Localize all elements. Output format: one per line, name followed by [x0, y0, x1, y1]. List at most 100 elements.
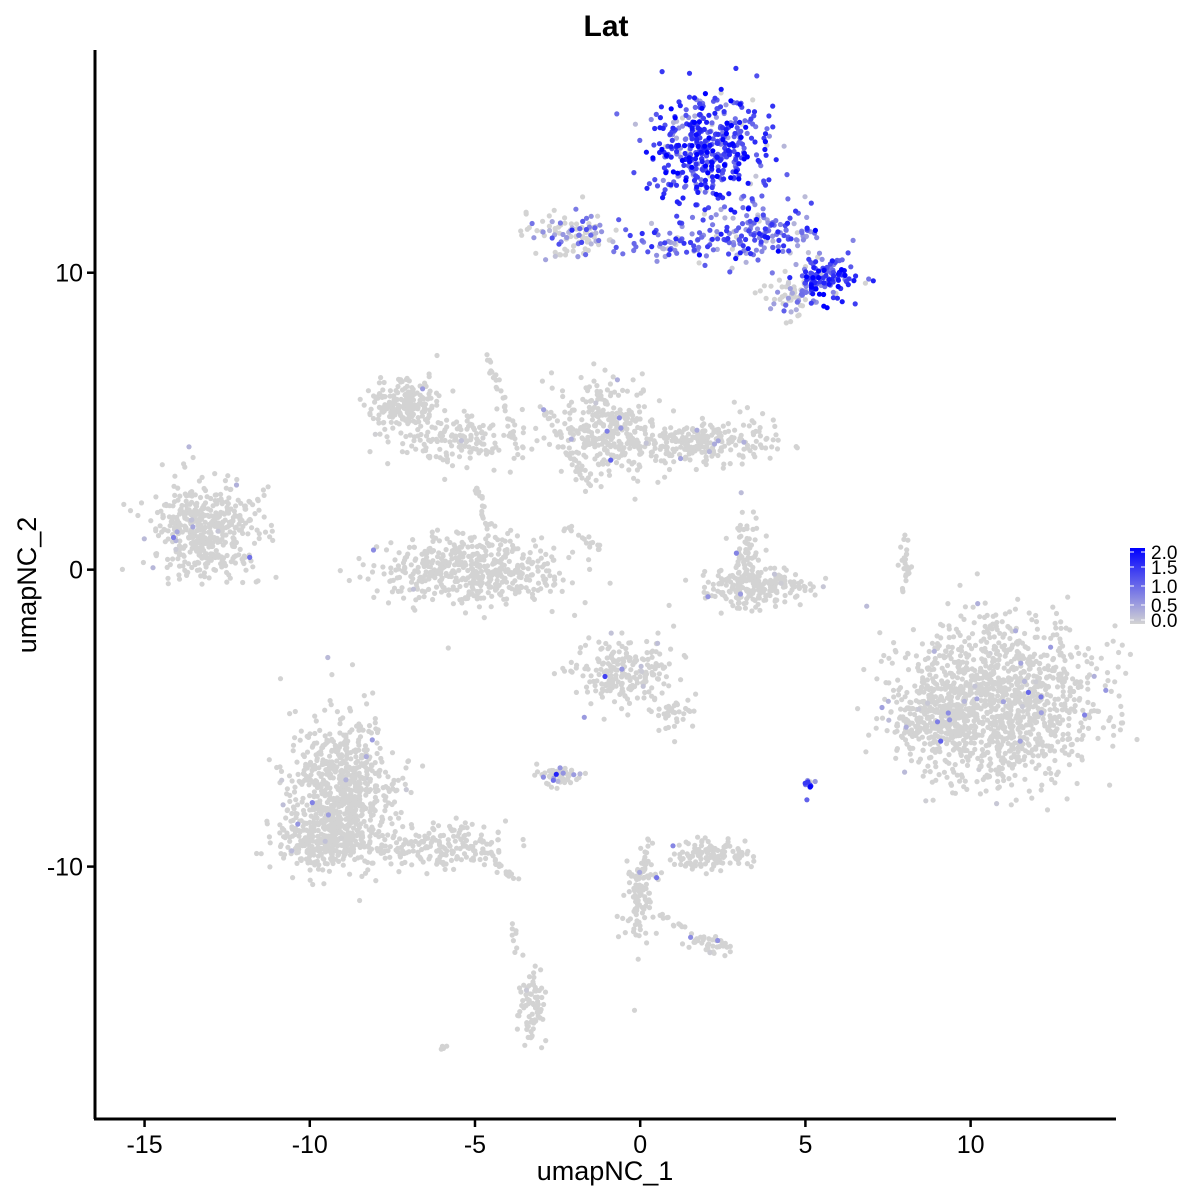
- cell-point: [573, 689, 580, 696]
- cell-point: [998, 771, 1004, 777]
- cell-point: [634, 392, 640, 398]
- cell-point: [387, 388, 393, 394]
- cell-point: [434, 527, 441, 533]
- cell-point: [395, 383, 401, 390]
- cell-point: [176, 523, 182, 529]
- cell-point: [515, 564, 521, 571]
- cell-point: [444, 536, 450, 542]
- cell-point: [513, 546, 519, 552]
- cell-point: [874, 716, 880, 722]
- cell-point: [1060, 731, 1066, 738]
- cell-point: [478, 588, 484, 594]
- cell-point: [733, 564, 739, 571]
- cell-point: [419, 413, 425, 419]
- cell-point: [350, 849, 356, 855]
- cell-point: [534, 761, 540, 767]
- cell-point: [540, 218, 546, 224]
- cell-point: [119, 566, 125, 573]
- cell-point: [208, 557, 214, 563]
- cell-point: [266, 834, 272, 840]
- cell-point: [1076, 650, 1082, 657]
- cell-point: [446, 592, 452, 598]
- cell-point: [1057, 720, 1063, 727]
- cell-point: [933, 673, 939, 680]
- cell-point: [520, 430, 526, 436]
- cell-point: [414, 390, 420, 396]
- cell-point: [936, 772, 942, 778]
- cell-point: [666, 602, 672, 609]
- cell-point: [213, 510, 219, 516]
- cell-point: [979, 753, 985, 759]
- cell-point: [886, 655, 892, 661]
- cell-point: [795, 313, 801, 319]
- cell-point: [446, 587, 452, 593]
- cell-point: [311, 823, 317, 829]
- cell-point: [670, 709, 676, 715]
- cell-point: [477, 562, 483, 568]
- cell-point: [402, 564, 408, 570]
- cell-point: [595, 428, 601, 434]
- cell-point: [710, 581, 716, 588]
- cell-point: [239, 517, 245, 524]
- cell-point: [942, 654, 948, 660]
- cell-point: [971, 657, 977, 663]
- cell-point: [436, 393, 442, 399]
- cell-point: [208, 535, 214, 541]
- cell-point: [982, 669, 989, 676]
- cell-point: [671, 448, 677, 455]
- cell-point: [752, 537, 758, 543]
- cell-point: [385, 774, 391, 780]
- cell-point: [580, 673, 586, 679]
- cell-point: [895, 692, 902, 698]
- cell-point: [663, 439, 670, 445]
- cell-point: [746, 423, 752, 429]
- cell-point: [402, 781, 408, 788]
- cell-point: [352, 767, 358, 773]
- cell-point: [996, 784, 1002, 790]
- cell-point: [656, 727, 662, 734]
- cell-point: [596, 462, 602, 468]
- cell-point: [1011, 699, 1017, 706]
- cell-point: [402, 555, 408, 561]
- cell-point: [1014, 758, 1021, 764]
- cell-point: [367, 817, 373, 823]
- cell-point: [874, 676, 880, 682]
- cell-point: [201, 485, 207, 492]
- cell-point: [904, 689, 910, 696]
- cell-point: [902, 655, 909, 661]
- cell-point: [181, 461, 187, 467]
- cell-point: [153, 551, 159, 557]
- cell-point: [409, 443, 415, 449]
- cell-point: [383, 547, 390, 553]
- cell-point: [957, 582, 963, 588]
- cell-point: [464, 418, 470, 424]
- cell-point: [566, 426, 572, 432]
- cell-point: [963, 706, 969, 712]
- cell-point: [300, 807, 307, 814]
- cell-point: [172, 473, 178, 479]
- cell-point: [588, 701, 594, 707]
- cell-point: [907, 711, 913, 717]
- cell-point: [1011, 667, 1017, 673]
- cell-point: [533, 250, 539, 256]
- cell-point: [270, 537, 276, 544]
- cell-point: [740, 453, 746, 459]
- cell-point: [503, 568, 509, 575]
- cell-point: [973, 724, 979, 730]
- cell-point: [672, 739, 678, 745]
- cell-point: [626, 674, 633, 680]
- cell-point: [653, 453, 659, 459]
- cell-point: [177, 538, 183, 544]
- cell-point: [346, 577, 352, 584]
- cell-point: [959, 676, 965, 682]
- cell-point: [370, 690, 376, 696]
- cell-point: [466, 553, 472, 560]
- cell-point: [616, 649, 622, 655]
- cell-point: [251, 540, 258, 546]
- cell-point: [212, 537, 218, 543]
- cell-point: [914, 717, 920, 723]
- cell-point: [390, 786, 396, 792]
- cell-point: [534, 769, 541, 775]
- cell-point: [426, 574, 432, 580]
- cell-point: [226, 507, 232, 513]
